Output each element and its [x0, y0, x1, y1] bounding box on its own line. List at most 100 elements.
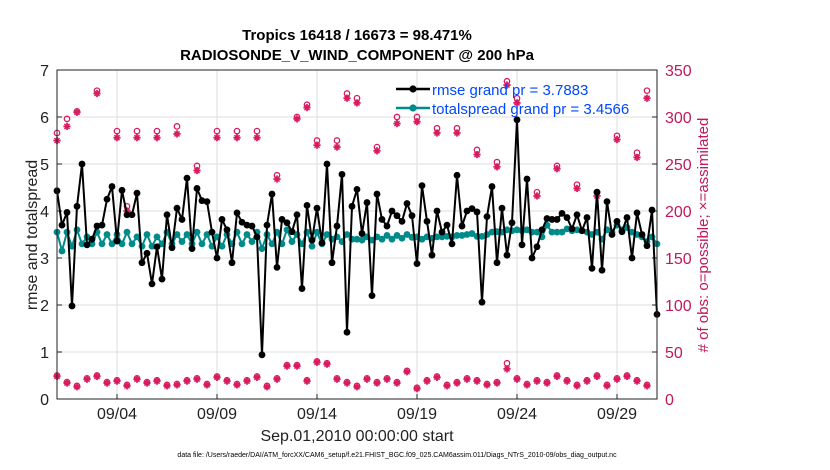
- totalspread-point: [343, 231, 351, 238]
- obs-assimilated-marker: [453, 379, 461, 387]
- totalspread-point: [308, 242, 316, 250]
- obs-assimilated-stroke: [623, 373, 631, 380]
- chart-title: Tropics 16418 / 16673 = 98.471%: [242, 27, 472, 44]
- rmse-point: [643, 242, 651, 250]
- rmse-point: [468, 205, 476, 213]
- totalspread-point: [438, 233, 446, 241]
- chart-subtitle: RADIOSONDE_V_WIND_COMPONENT @ 200 hPa: [180, 47, 535, 64]
- y-tick-label: 5: [40, 157, 49, 174]
- y-tick-label: 1: [40, 345, 49, 362]
- obs-assimilated-marker: [553, 372, 561, 381]
- rmse-point: [83, 241, 91, 249]
- rmse-point: [368, 292, 376, 299]
- obs-assimilated-stroke: [413, 118, 421, 125]
- obs-assimilated-stroke: [283, 363, 291, 370]
- totalspread-point: [198, 240, 206, 248]
- obs-assimilated-stroke: [613, 136, 621, 143]
- x-tick-label: 09/29: [597, 406, 637, 423]
- obs-assimilated-marker: [273, 375, 281, 383]
- rmse-point: [143, 249, 151, 257]
- obs-assimilated-stroke: [643, 95, 651, 102]
- obs-assimilated-stroke: [73, 383, 81, 390]
- obs-assimilated-marker: [173, 130, 181, 138]
- totalspread-point: [98, 240, 106, 248]
- obs-assimilated-stroke: [343, 379, 351, 387]
- rmse-point: [223, 226, 231, 234]
- rmse-point: [263, 221, 271, 229]
- rmse-point: [343, 328, 351, 336]
- rmse-point: [428, 251, 436, 259]
- totalspread-point: [123, 228, 131, 236]
- obs-assimilated-stroke: [563, 378, 571, 385]
- obs-assimilated-stroke: [633, 154, 641, 161]
- rmse-point: [328, 259, 336, 267]
- rmse-point: [473, 208, 481, 216]
- obs-assimilated-stroke: [613, 376, 621, 383]
- obs-assimilated-marker: [113, 377, 121, 385]
- rmse-point: [248, 222, 256, 230]
- rmse-point: [513, 116, 521, 124]
- obs-assimilated-marker: [583, 377, 591, 385]
- totalspread-point: [148, 242, 156, 250]
- legend-rmse-label: rmse grand pr = 3.7883: [432, 82, 588, 99]
- totalspread-point: [143, 231, 151, 238]
- obs-assimilated-marker: [603, 382, 611, 390]
- obs-assimilated-stroke: [203, 381, 211, 388]
- plot-frame: [56, 69, 658, 400]
- rmse-point: [548, 216, 556, 223]
- obs-assimilated-stroke: [213, 134, 221, 141]
- obs-assimilated-marker: [233, 134, 241, 142]
- rmse-point: [528, 254, 536, 262]
- y-tick-label: 7: [40, 63, 49, 80]
- x-tick-label: 09/19: [397, 406, 437, 423]
- y-tick-label: 2: [40, 298, 49, 315]
- obs-assimilated-marker: [413, 118, 421, 126]
- obs-assimilated-marker: [133, 134, 141, 142]
- rmse-point: [183, 174, 191, 182]
- rmse-point: [118, 186, 126, 194]
- rmse-point: [408, 212, 416, 220]
- data-file-footer: data file: /Users/raeder/DAI/ATM_forcXX/…: [177, 452, 617, 459]
- obs-assimilated-stroke: [353, 383, 361, 390]
- obs-assimilated-stroke: [453, 129, 461, 137]
- obs-assimilated-stroke: [123, 382, 131, 389]
- obs-possible-marker: [173, 123, 181, 130]
- obs-assimilated-stroke: [493, 379, 501, 387]
- rmse-point: [123, 211, 131, 219]
- rmse-point: [208, 228, 216, 236]
- obs-assimilated-stroke: [143, 379, 151, 387]
- y2-axis-label: # of obs: o=possible; ×=assimilated: [695, 118, 712, 353]
- rmse-point: [523, 175, 531, 183]
- totalspread-point: [388, 235, 396, 243]
- rmse-point: [173, 204, 181, 212]
- totalspread-point: [433, 233, 441, 241]
- rmse-point: [153, 243, 161, 251]
- obs-assimilated-marker: [73, 383, 81, 391]
- obs-assimilated-marker: [143, 379, 151, 387]
- obs-assimilated-stroke: [243, 378, 251, 385]
- y2-tick-label: 350: [665, 63, 692, 80]
- obs-assimilated-stroke: [273, 175, 281, 183]
- rmse-point: [363, 199, 371, 206]
- rmse-point: [618, 228, 626, 236]
- totalspread-point: [323, 231, 331, 238]
- rmse-point: [648, 206, 656, 214]
- obs-assimilated-marker: [553, 165, 561, 173]
- x-tick-label: 09/24: [497, 406, 537, 423]
- obs-assimilated-marker: [293, 115, 301, 123]
- obs-assimilated-stroke: [93, 373, 101, 380]
- rmse-point: [108, 183, 116, 190]
- obs-assimilated-marker: [493, 163, 501, 171]
- obs-possible-marker: [113, 127, 121, 135]
- rmse-point: [58, 221, 66, 229]
- obs-assimilated-marker: [613, 375, 621, 383]
- obs-assimilated-marker: [383, 375, 391, 383]
- obs-assimilated-stroke: [333, 376, 341, 383]
- rmse-point: [323, 160, 331, 168]
- rmse-point: [218, 216, 226, 223]
- obs-assimilated-stroke: [593, 373, 601, 380]
- obs-assimilated-marker: [643, 382, 651, 390]
- obs-assimilated-marker: [193, 166, 201, 175]
- x-tick-label: 09/14: [297, 406, 337, 423]
- obs-assimilated-stroke: [433, 129, 441, 137]
